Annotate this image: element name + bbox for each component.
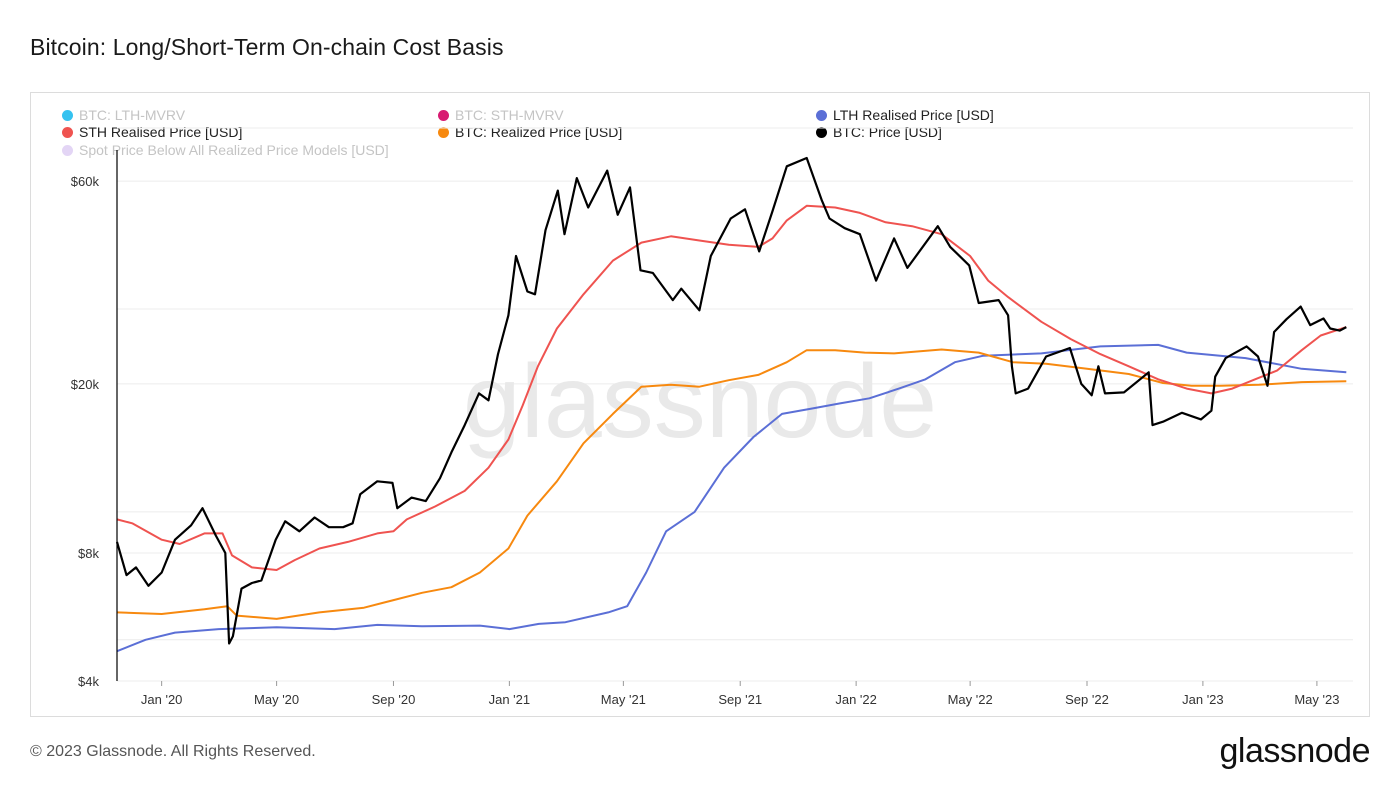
x-tick-label: Sep '22 [1065,692,1109,707]
legend-dot-icon [438,109,449,121]
watermark: glassnode [463,344,937,460]
x-tick-label: Sep '21 [718,692,762,707]
x-tick-label: Sep '20 [372,692,416,707]
legend-dot-icon [438,126,449,138]
x-tick-label: Jan '22 [835,692,877,707]
chart-panel [30,92,1370,717]
brand-logo: glassnode [1219,732,1370,770]
legend-item-sth-mvrv[interactable]: BTC: STH-MVRV [438,107,564,123]
x-axis-ticks: Jan '20 May '20 Sep '20 Jan '21 May '21 Sep '… [141,681,1339,707]
legend-dot-icon [62,109,73,121]
chart-title: Bitcoin: Long/Short-Term On-chain Cost B… [30,34,504,60]
x-tick-label: May '20 [254,692,299,707]
series-lines [115,156,1347,653]
legend-item-lth-mvrv[interactable]: BTC: LTH-MVRV [62,107,185,123]
legend-label: Spot Price Below All Realized Price Mode… [79,142,389,158]
x-tick-label: Jan '21 [489,692,531,707]
x-tick-label: May '21 [601,692,646,707]
series-line-btc-realized-price-usd [116,348,1347,620]
legend-label: BTC: STH-MVRV [455,107,564,123]
y-tick-label: $20k [71,377,100,392]
x-tick-label: May '22 [948,692,993,707]
legend-item-lth-realised-price[interactable]: LTH Realised Price [USD] [816,107,994,123]
legend-label: BTC: LTH-MVRV [79,107,186,123]
copyright-text: © 2023 Glassnode. All Rights Reserved. [30,743,316,760]
y-tick-label: $8k [78,546,99,561]
x-tick-label: Jan '23 [1182,692,1224,707]
legend-dot-icon [816,126,827,138]
series-line-sth-realised-price-usd [116,204,1347,571]
y-axis-ticks: $4k $8k $20k $60k [71,174,100,689]
y-tick-label: $60k [71,174,100,189]
series-line-btc-price-usd [115,156,1347,645]
legend-label: LTH Realised Price [USD] [833,107,994,123]
grid-lines [117,127,1353,682]
y-tick-label: $4k [78,674,99,689]
x-tick-label: May '23 [1294,692,1339,707]
legend-dot-icon [816,109,827,121]
legend-dot-icon [62,126,73,138]
x-tick-label: Jan '20 [141,692,183,707]
legend-item-spot-below-models[interactable]: Spot Price Below All Realized Price Mode… [62,142,389,158]
legend-dot-icon [62,144,73,156]
